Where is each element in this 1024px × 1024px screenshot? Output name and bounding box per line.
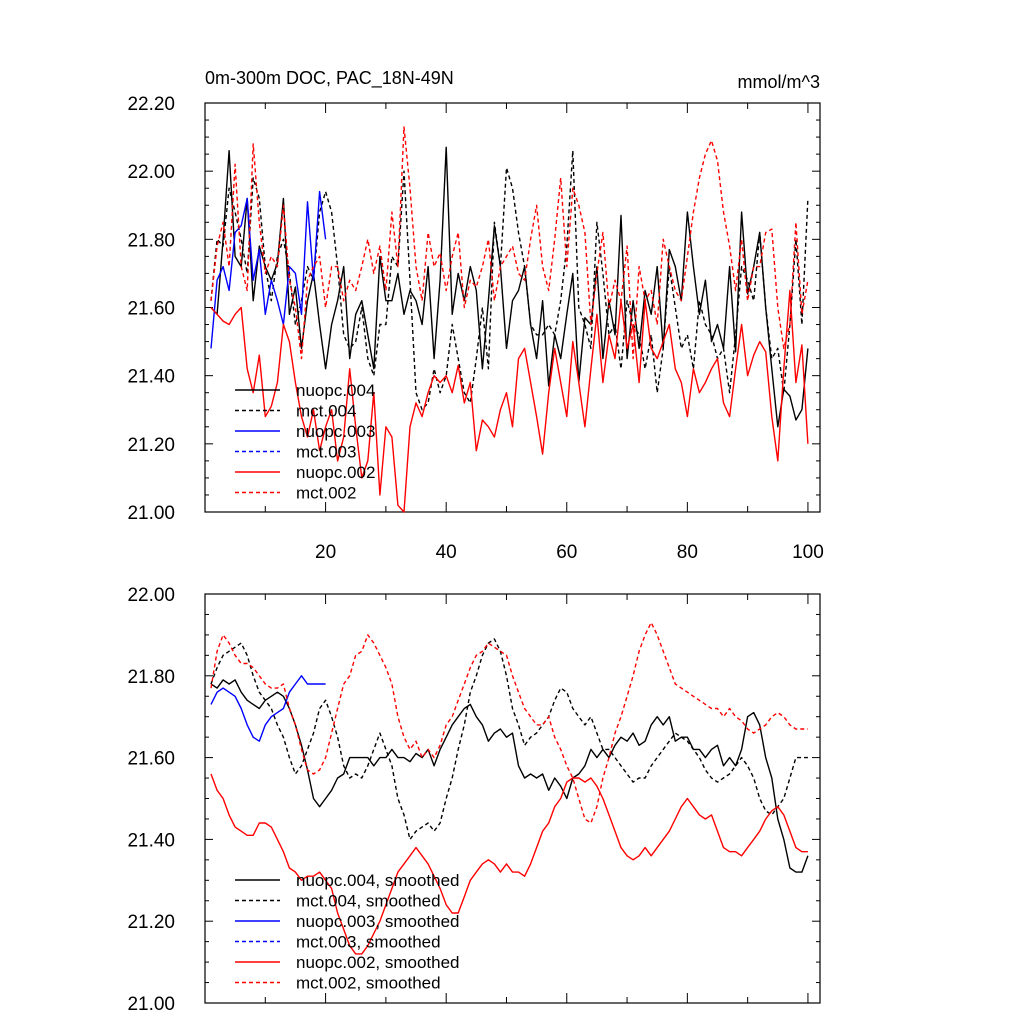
x-tick-label: 20	[315, 542, 336, 563]
legend-label-nuopc-004-smoothed: nuopc.004, smoothed	[296, 871, 460, 890]
series-line-mct-004	[210, 149, 809, 411]
legend-label-mct-003-smoothed: mct.003, smoothed	[296, 933, 441, 952]
legend-label-mct-002: mct.002	[296, 484, 356, 503]
series-line-nuopc-004	[210, 146, 809, 428]
units-label: mmol/m^3	[738, 72, 820, 92]
y-axis: 21.00 21.20 21.40 21.60 21.80 22.00	[127, 585, 820, 1015]
series-line-nuopc-004-smoothed	[210, 679, 809, 873]
y-tick-label: 21.80	[127, 667, 175, 688]
x-tick-label: 80	[677, 542, 698, 563]
y-tick-label: 21.20	[127, 912, 175, 933]
legend-label-mct-003: mct.003	[296, 443, 356, 462]
top-panel: 0m-300m DOC, PAC_18N-49N mmol/m^3 21.002…	[127, 68, 823, 563]
series-line-mct-002-smoothed	[210, 621, 808, 824]
y-tick-label: 21.00	[127, 503, 175, 524]
series-line-nuopc-002-smoothed	[210, 773, 808, 955]
legend-label-nuopc-003: nuopc.003	[296, 422, 375, 441]
y-tick-label: 22.20	[127, 94, 175, 115]
series-layer	[210, 126, 809, 513]
x-tick-label: 40	[436, 542, 457, 563]
legend-label-mct-004: mct.004	[296, 402, 356, 421]
legend-label-mct-004-smoothed: mct.004, smoothed	[296, 892, 441, 911]
y-tick-label: 22.00	[127, 585, 175, 606]
y-tick-label: 21.60	[127, 299, 175, 320]
x-tick-label: 60	[556, 542, 577, 563]
bottom-panel: 21.00 21.20 21.40 21.60 21.80 22.00 nuopc.004…	[127, 585, 821, 1015]
legend-label-nuopc-004: nuopc.004	[296, 381, 375, 400]
y-tick-label: 21.00	[127, 994, 175, 1015]
series-line-nuopc-003	[210, 190, 327, 349]
legend-label-nuopc-002: nuopc.002	[296, 463, 375, 482]
y-tick-label: 21.40	[127, 830, 175, 851]
y-tick-label: 21.40	[127, 367, 175, 388]
x-tick-label: 100	[792, 542, 824, 563]
series-line-nuopc-003-smoothed	[210, 675, 326, 742]
legend-label-mct-002-smoothed: mct.002, smoothed	[296, 974, 441, 993]
series-line-nuopc-002	[210, 289, 809, 513]
x-axis: 20 40 60 80 100	[264, 103, 824, 563]
series-layer	[210, 621, 809, 955]
y-tick-label: 22.00	[127, 162, 175, 183]
legend-label-nuopc-003-smoothed: nuopc.003, smoothed	[296, 912, 460, 931]
y-tick-label: 21.20	[127, 435, 175, 456]
series-line-mct-004-smoothed	[210, 638, 808, 841]
x-axis	[264, 594, 809, 1003]
series-line-mct-002	[210, 126, 809, 360]
legend-label-nuopc-002-smoothed: nuopc.002, smoothed	[296, 953, 460, 972]
chart-title: 0m-300m DOC, PAC_18N-49N	[205, 68, 454, 89]
y-tick-label: 21.80	[127, 230, 175, 251]
y-axis: 21.00 21.20 21.40 21.60 21.80 22.00 22.20	[127, 94, 820, 524]
y-tick-label: 21.60	[127, 749, 175, 770]
